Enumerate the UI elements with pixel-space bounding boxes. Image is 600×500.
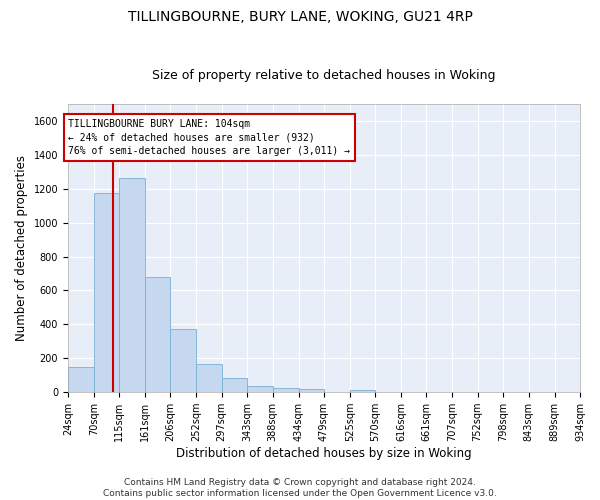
- Bar: [170, 328, 196, 392]
- Text: Contains HM Land Registry data © Crown copyright and database right 2024.
Contai: Contains HM Land Registry data © Crown c…: [103, 478, 497, 498]
- Bar: [145, 277, 170, 392]
- Title: Size of property relative to detached houses in Woking: Size of property relative to detached ho…: [152, 69, 496, 82]
- Bar: [196, 364, 221, 392]
- Bar: [350, 390, 375, 392]
- Bar: [247, 386, 273, 392]
- Bar: [68, 367, 94, 392]
- Bar: [299, 389, 324, 392]
- Bar: [94, 193, 119, 392]
- Bar: [273, 388, 299, 392]
- X-axis label: Distribution of detached houses by size in Woking: Distribution of detached houses by size …: [176, 447, 472, 460]
- Text: TILLINGBOURNE, BURY LANE, WOKING, GU21 4RP: TILLINGBOURNE, BURY LANE, WOKING, GU21 4…: [128, 10, 472, 24]
- Y-axis label: Number of detached properties: Number of detached properties: [15, 155, 28, 341]
- Bar: [221, 378, 247, 392]
- Text: TILLINGBOURNE BURY LANE: 104sqm
← 24% of detached houses are smaller (932)
76% o: TILLINGBOURNE BURY LANE: 104sqm ← 24% of…: [68, 120, 350, 156]
- Bar: [119, 178, 145, 392]
